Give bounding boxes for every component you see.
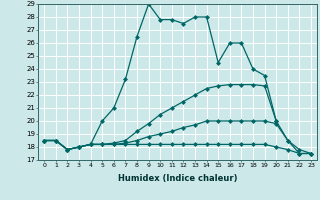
X-axis label: Humidex (Indice chaleur): Humidex (Indice chaleur): [118, 174, 237, 183]
